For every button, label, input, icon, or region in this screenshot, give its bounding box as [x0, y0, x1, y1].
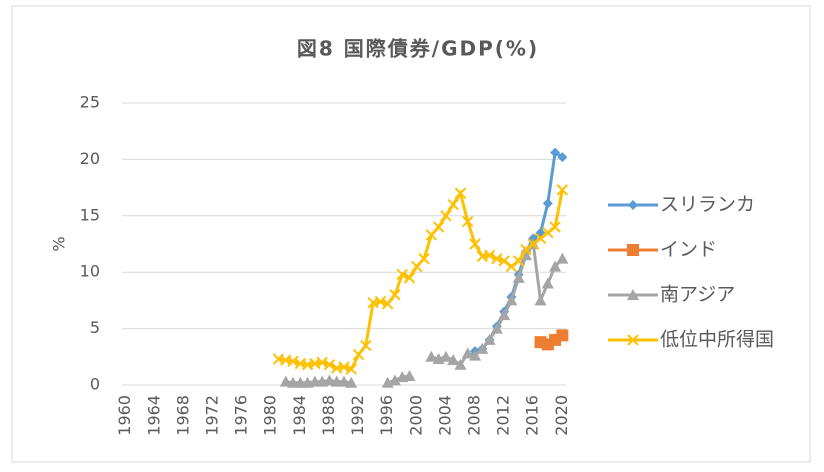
legend-label: 低位中所得国 — [660, 329, 774, 351]
marker — [541, 277, 554, 289]
marker — [338, 375, 350, 387]
y-tick-label: 10 — [80, 262, 100, 281]
marker — [396, 268, 408, 281]
x-tick-label: 1992 — [348, 395, 367, 436]
marker — [534, 294, 547, 306]
marker — [505, 294, 518, 306]
marker — [279, 375, 292, 387]
marker — [432, 221, 445, 233]
marker — [352, 348, 365, 361]
marker — [527, 238, 539, 250]
x-tick-label: 2004 — [435, 395, 454, 436]
marker — [498, 309, 511, 321]
marker — [627, 289, 639, 300]
marker — [439, 350, 452, 362]
y-axis-label: % — [50, 236, 69, 251]
x-tick-label: 2016 — [523, 395, 542, 436]
marker — [403, 369, 416, 381]
marker — [469, 238, 481, 250]
y-tick-label: 5 — [90, 318, 100, 337]
marker — [345, 376, 358, 388]
marker — [345, 363, 357, 375]
marker — [556, 329, 569, 342]
chart-title: 図8 国際債券/GDP(%) — [297, 37, 539, 61]
marker — [512, 255, 525, 267]
marker — [316, 356, 328, 369]
marker — [454, 358, 467, 370]
x-tick-label: 2000 — [406, 395, 425, 436]
x-tick-label: 2008 — [465, 395, 484, 436]
y-tick-label: 0 — [90, 375, 100, 394]
marker — [323, 358, 336, 371]
marker — [557, 152, 568, 163]
marker — [403, 272, 416, 284]
legend-label: 南アジア — [660, 284, 735, 306]
marker — [476, 342, 489, 354]
marker — [542, 227, 554, 239]
marker — [542, 198, 553, 209]
marker — [374, 295, 387, 308]
legend-label: インド — [660, 239, 717, 261]
marker — [389, 289, 401, 301]
x-tick-label: 1972 — [202, 395, 221, 436]
x-tick-label: 1980 — [261, 395, 280, 436]
marker — [462, 215, 474, 228]
marker — [388, 374, 401, 386]
marker — [498, 255, 510, 267]
marker — [534, 232, 547, 245]
marker — [556, 252, 569, 264]
marker — [549, 221, 561, 233]
x-tick-label: 1964 — [144, 395, 163, 436]
x-tick-label: 1984 — [290, 395, 309, 436]
marker — [483, 333, 496, 345]
marker — [447, 198, 459, 211]
x-tick-label: 1960 — [115, 395, 134, 436]
x-tick-label: 1988 — [319, 395, 338, 436]
marker — [447, 354, 460, 366]
marker — [418, 252, 430, 265]
x-tick-label: 2012 — [494, 395, 513, 436]
marker — [549, 260, 562, 272]
marker — [287, 355, 299, 368]
marker — [550, 147, 561, 158]
marker — [323, 374, 336, 386]
marker — [556, 184, 569, 196]
marker — [628, 200, 638, 210]
marker — [454, 187, 467, 199]
marker — [440, 210, 452, 222]
marker — [490, 322, 503, 334]
x-tick-label: 2020 — [552, 395, 571, 436]
x-tick-label: 1968 — [173, 395, 192, 436]
marker — [469, 349, 482, 361]
x-tick-label: 1996 — [377, 395, 396, 436]
marker — [627, 244, 639, 256]
chart-border — [11, 5, 811, 463]
x-tick-label: 1976 — [232, 395, 251, 436]
marker — [627, 334, 639, 346]
legend-label: スリランカ — [660, 194, 755, 216]
marker — [425, 350, 438, 362]
y-tick-label: 20 — [80, 149, 100, 168]
y-tick-label: 25 — [80, 93, 100, 112]
marker — [505, 260, 518, 273]
marker — [461, 347, 474, 359]
marker — [512, 271, 525, 283]
marker — [338, 361, 350, 373]
marker — [520, 243, 532, 256]
marker — [483, 249, 496, 261]
y-tick-label: 15 — [80, 205, 100, 224]
marker — [360, 339, 372, 352]
marker — [381, 298, 394, 310]
marker — [491, 252, 503, 265]
